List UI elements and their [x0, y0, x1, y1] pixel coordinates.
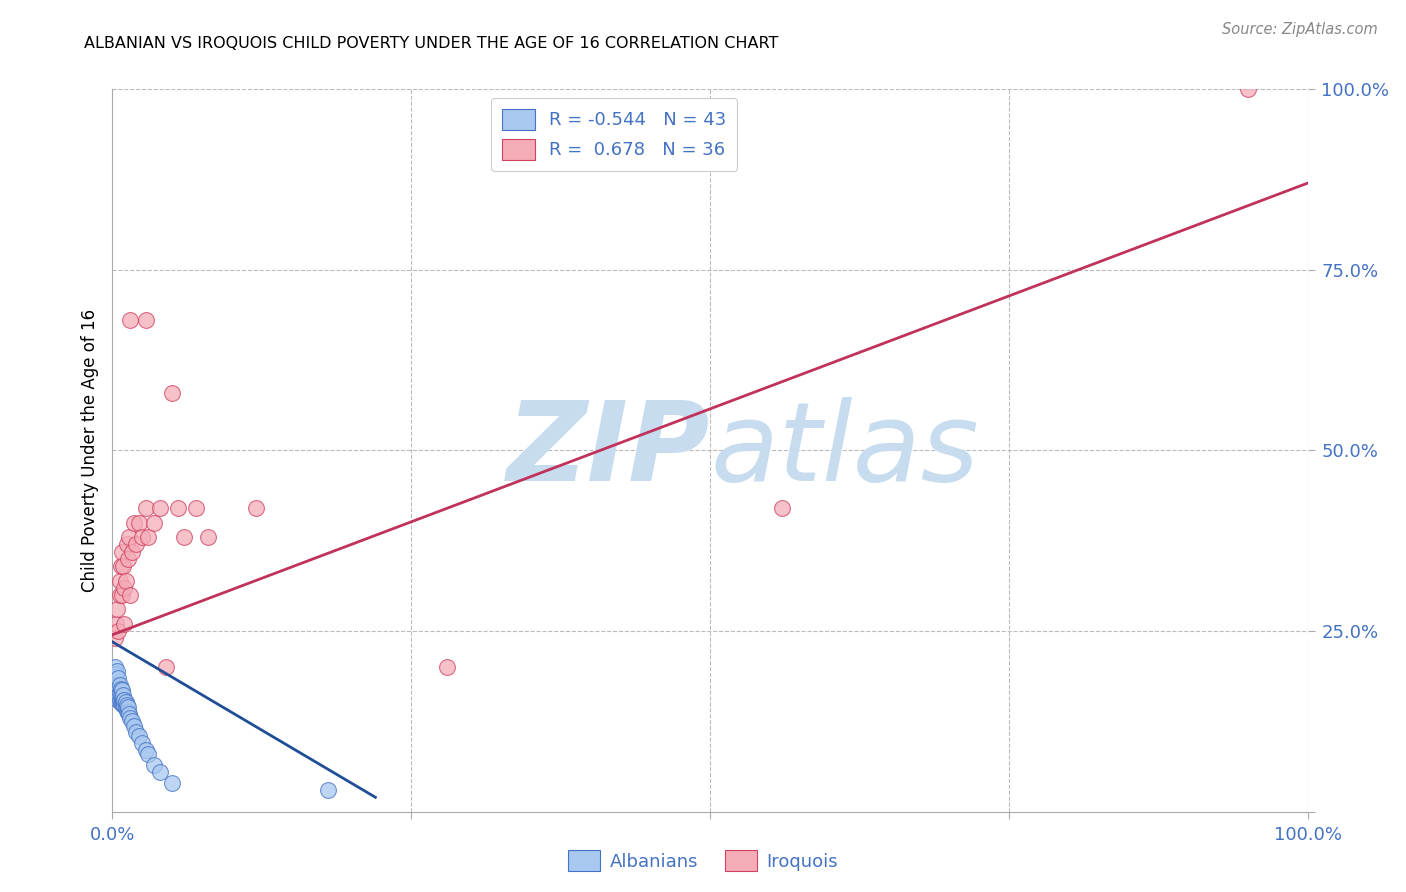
- Point: [120, 588, 142, 602]
- Point: [167, 501, 190, 516]
- Point: [110, 696, 132, 710]
- Point: [111, 696, 134, 710]
- Point: [105, 689, 128, 703]
- Point: [125, 725, 148, 739]
- Point: [105, 667, 128, 681]
- Point: [107, 624, 129, 639]
- Point: [316, 783, 339, 797]
- Point: [162, 385, 183, 400]
- Point: [111, 588, 134, 602]
- Point: [135, 501, 157, 516]
- Text: ZIP: ZIP: [506, 397, 710, 504]
- Point: [1237, 82, 1260, 96]
- Y-axis label: Child Poverty Under the Age of 16: Child Poverty Under the Age of 16: [80, 309, 98, 592]
- Point: [138, 530, 160, 544]
- Text: atlas: atlas: [710, 397, 979, 504]
- Point: [108, 678, 131, 692]
- Point: [114, 700, 136, 714]
- Point: [186, 501, 208, 516]
- Point: [117, 551, 139, 566]
- Point: [111, 544, 134, 558]
- Point: [105, 674, 128, 689]
- Point: [112, 698, 135, 712]
- Point: [115, 698, 138, 712]
- Point: [128, 729, 150, 743]
- Point: [112, 692, 135, 706]
- Point: [110, 681, 132, 696]
- Legend: R = -0.544   N = 43, R =  0.678   N = 36: R = -0.544 N = 43, R = 0.678 N = 36: [492, 98, 737, 170]
- Point: [120, 711, 142, 725]
- Point: [131, 530, 153, 544]
- Point: [173, 530, 195, 544]
- Point: [117, 700, 139, 714]
- Point: [105, 664, 128, 678]
- Legend: Albanians, Iroquois: Albanians, Iroquois: [561, 843, 845, 879]
- Point: [108, 692, 131, 706]
- Point: [135, 743, 157, 757]
- Point: [108, 574, 131, 588]
- Point: [143, 516, 166, 530]
- Point: [107, 671, 129, 685]
- Point: [149, 501, 172, 516]
- Point: [122, 719, 145, 733]
- Text: ALBANIAN VS IROQUOIS CHILD POVERTY UNDER THE AGE OF 16 CORRELATION CHART: ALBANIAN VS IROQUOIS CHILD POVERTY UNDER…: [84, 36, 779, 51]
- Point: [114, 692, 135, 706]
- Point: [138, 747, 160, 761]
- Point: [125, 537, 148, 551]
- Point: [135, 313, 157, 327]
- Point: [436, 660, 458, 674]
- Point: [143, 757, 166, 772]
- Point: [104, 660, 127, 674]
- Point: [128, 516, 150, 530]
- Point: [112, 688, 135, 702]
- Point: [122, 516, 145, 530]
- Point: [104, 632, 127, 646]
- Point: [155, 660, 177, 674]
- Point: [117, 705, 139, 719]
- Point: [107, 685, 129, 699]
- Point: [770, 501, 793, 516]
- Point: [114, 574, 136, 588]
- Point: [111, 690, 134, 705]
- Point: [121, 544, 143, 558]
- Point: [105, 602, 128, 616]
- Point: [115, 537, 138, 551]
- Point: [149, 764, 172, 779]
- Point: [107, 692, 129, 706]
- Point: [107, 678, 129, 692]
- Point: [108, 685, 131, 699]
- Point: [105, 681, 128, 696]
- Point: [114, 695, 136, 709]
- Point: [131, 736, 153, 750]
- Point: [105, 616, 128, 631]
- Point: [118, 530, 141, 544]
- Point: [245, 501, 267, 516]
- Point: [115, 704, 138, 718]
- Point: [110, 559, 132, 574]
- Point: [108, 588, 131, 602]
- Point: [120, 313, 142, 327]
- Point: [110, 689, 132, 703]
- Point: [118, 707, 141, 722]
- Point: [111, 683, 134, 698]
- Point: [121, 714, 143, 729]
- Point: [114, 698, 135, 712]
- Point: [162, 776, 183, 790]
- Point: [112, 559, 135, 574]
- Point: [114, 616, 135, 631]
- Text: Source: ZipAtlas.com: Source: ZipAtlas.com: [1222, 22, 1378, 37]
- Point: [114, 581, 135, 595]
- Point: [197, 530, 219, 544]
